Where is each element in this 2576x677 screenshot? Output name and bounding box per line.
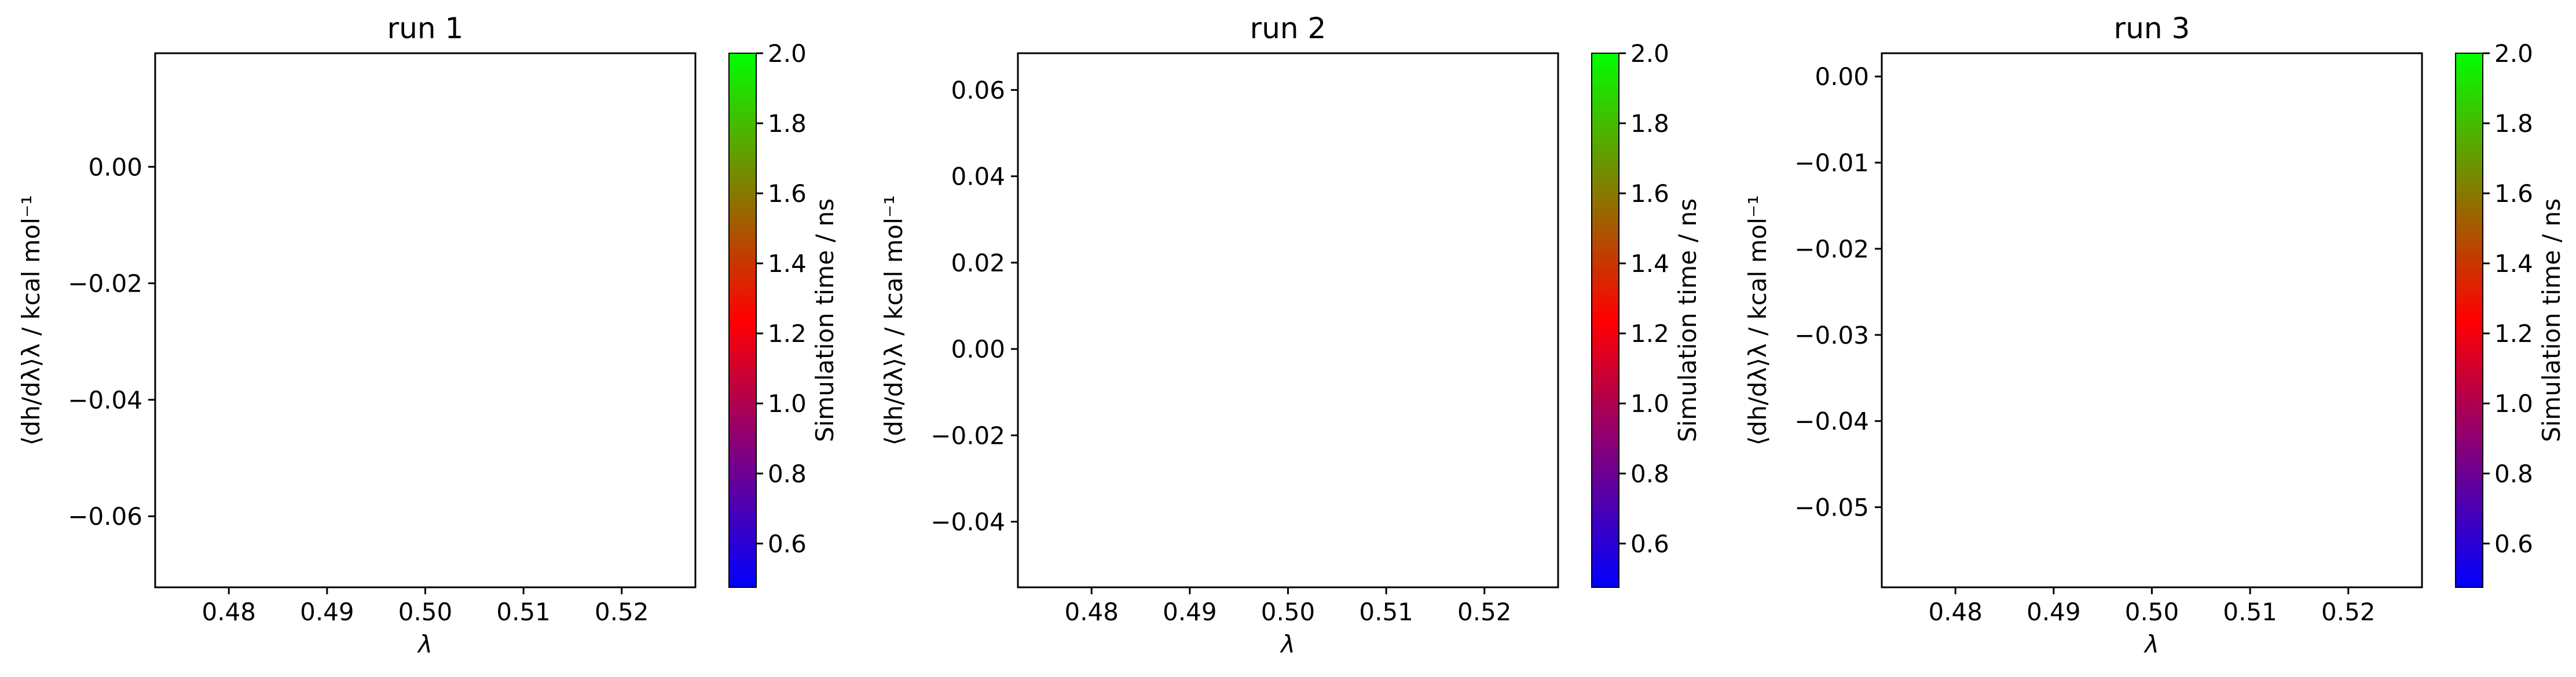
colorbar-tick-label: 1.8 bbox=[1630, 109, 1669, 138]
y-tick-label: 0.02 bbox=[951, 249, 1005, 277]
colorbar-tick-label: 0.8 bbox=[2494, 459, 2533, 488]
x-axis-label: λ bbox=[417, 630, 433, 658]
colorbar-tick-label: 0.6 bbox=[2494, 529, 2533, 558]
chart-title: run 2 bbox=[1250, 12, 1327, 45]
x-tick-label: 0.50 bbox=[2125, 598, 2179, 626]
colorbar-label: Simulation time / ns bbox=[1673, 198, 1702, 442]
y-tick-label: −0.02 bbox=[68, 270, 142, 298]
colorbar bbox=[2455, 53, 2483, 588]
y-tick-label: 0.00 bbox=[88, 153, 142, 181]
colorbar-label: Simulation time / ns bbox=[2537, 198, 2566, 442]
x-tick-label: 0.50 bbox=[1261, 598, 1316, 626]
x-tick-label: 0.49 bbox=[2027, 598, 2081, 626]
x-axis-label: λ bbox=[1280, 630, 1295, 658]
colorbar-tick-label: 1.0 bbox=[2494, 389, 2533, 418]
colorbar-tick-label: 0.8 bbox=[768, 459, 807, 488]
y-tick-label: 0.00 bbox=[951, 335, 1005, 363]
colorbar-tick-label: 1.2 bbox=[768, 319, 807, 348]
colorbar-tick-label: 1.2 bbox=[2494, 319, 2533, 348]
colorbar-tick-label: 1.4 bbox=[2494, 249, 2533, 278]
x-tick-label: 0.51 bbox=[1359, 598, 1413, 626]
x-tick-label: 0.48 bbox=[1064, 598, 1119, 626]
x-tick-label: 0.50 bbox=[398, 598, 453, 626]
chart-title: run 1 bbox=[387, 12, 464, 45]
y-tick-label: −0.04 bbox=[930, 508, 1005, 536]
y-tick-label: −0.02 bbox=[930, 421, 1005, 450]
chart-run-3: run 3 0.48 0.49 0.50 0.51 0.52 λ 0.00 −0.01 −0.02… bbox=[1743, 12, 2566, 658]
y-tick-label: −0.03 bbox=[1794, 321, 1869, 349]
colorbar-tick-label: 1.6 bbox=[768, 179, 807, 208]
colorbar-tick-label: 0.6 bbox=[768, 529, 807, 558]
colorbar-tick-label: 1.6 bbox=[1630, 179, 1669, 208]
colorbar-tick-label: 1.0 bbox=[1630, 389, 1669, 418]
colorbar bbox=[1591, 53, 1619, 588]
colorbar-tick-label: 1.0 bbox=[768, 389, 807, 418]
colorbar-tick-label: 1.8 bbox=[768, 109, 807, 138]
chart-title: run 3 bbox=[2114, 12, 2190, 45]
y-tick-label: −0.02 bbox=[1794, 235, 1869, 263]
x-tick-label: 0.49 bbox=[300, 598, 354, 626]
colorbar-tick-label: 0.6 bbox=[1630, 529, 1669, 558]
y-tick-label: 0.06 bbox=[951, 76, 1005, 104]
x-axis-label: λ bbox=[2143, 630, 2159, 658]
y-axis-label: ⟨dh/dλ⟩λ / kcal mol⁻¹ bbox=[880, 195, 908, 446]
y-tick-label: 0.04 bbox=[951, 163, 1005, 191]
colorbar-tick-label: 1.6 bbox=[2494, 179, 2533, 208]
y-tick-label: 0.00 bbox=[1815, 62, 1869, 91]
plot-area bbox=[154, 52, 697, 588]
plot-area bbox=[1017, 52, 1559, 588]
colorbar-label: Simulation time / ns bbox=[811, 198, 839, 442]
plot-area bbox=[1881, 52, 2423, 588]
colorbar-tick-label: 2.0 bbox=[1630, 39, 1669, 68]
chart-run-2: run 2 0.48 0.49 0.50 0.51 0.52 λ 0.06 0.04 0.02 0.… bbox=[880, 12, 1702, 658]
x-tick-label: 0.49 bbox=[1163, 598, 1217, 626]
y-tick-label: −0.06 bbox=[68, 502, 142, 531]
colorbar-tick-label: 0.8 bbox=[1630, 459, 1669, 488]
colorbar-tick-label: 2.0 bbox=[2494, 39, 2533, 68]
x-tick-label: 0.51 bbox=[496, 598, 551, 626]
colorbar bbox=[728, 53, 757, 588]
colorbar-tick-label: 1.8 bbox=[2494, 109, 2533, 138]
y-axis-label: ⟨dh/dλ⟩λ / kcal mol⁻¹ bbox=[1743, 195, 1772, 446]
colorbar-tick-label: 1.2 bbox=[1630, 319, 1669, 348]
x-tick-label: 0.52 bbox=[2321, 598, 2376, 626]
colorbar-tick-label: 1.4 bbox=[768, 249, 807, 278]
y-tick-label: −0.01 bbox=[1794, 149, 1869, 177]
colorbar-tick-label: 2.0 bbox=[768, 39, 807, 68]
x-tick-label: 0.52 bbox=[595, 598, 649, 626]
x-tick-label: 0.48 bbox=[1928, 598, 1983, 626]
y-tick-label: −0.05 bbox=[1794, 494, 1869, 522]
x-tick-label: 0.48 bbox=[201, 598, 256, 626]
y-axis-label: ⟨dh/dλ⟩λ / kcal mol⁻¹ bbox=[17, 195, 45, 446]
colorbar-tick-label: 1.4 bbox=[1630, 249, 1669, 278]
y-tick-label: −0.04 bbox=[1794, 407, 1869, 436]
y-tick-label: −0.04 bbox=[68, 386, 142, 414]
x-tick-label: 0.52 bbox=[1457, 598, 1512, 626]
x-tick-label: 0.51 bbox=[2223, 598, 2277, 626]
chart-run-1: run 1 0.48 0.49 0.50 0.51 0.52 λ 0.00 −0.02 −0.04… bbox=[17, 12, 839, 658]
